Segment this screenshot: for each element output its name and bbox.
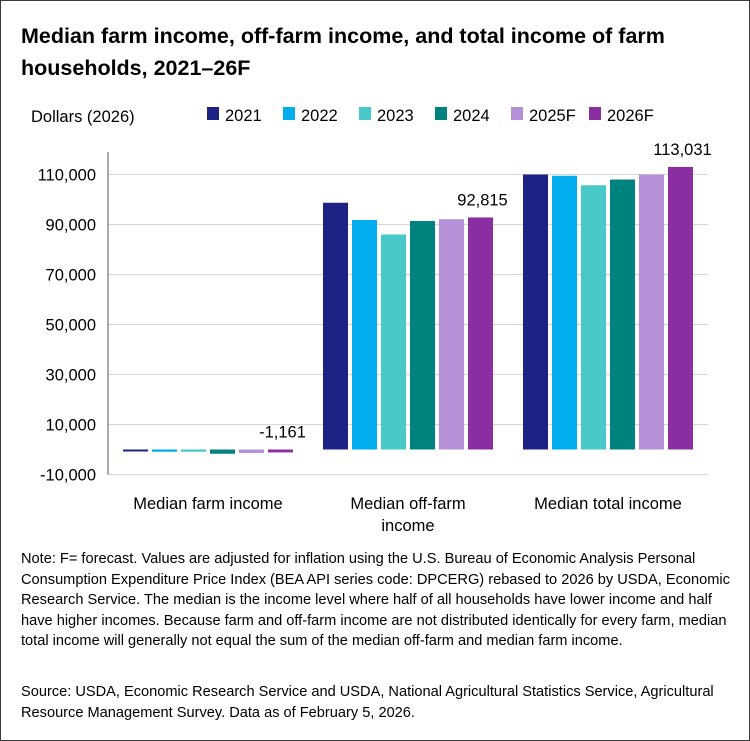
- data-label: -1,161: [259, 424, 306, 442]
- bar: [610, 179, 635, 450]
- bar: [639, 174, 664, 450]
- legend-swatch: [283, 107, 295, 120]
- bar: [439, 219, 464, 450]
- y-tick-label: 50,000: [46, 317, 96, 335]
- bar: [323, 202, 348, 450]
- bar: [523, 174, 548, 450]
- bar: [352, 220, 377, 450]
- legend-label: 2026F: [607, 107, 654, 125]
- legend-swatch: [359, 107, 371, 120]
- legend-label: 2021: [225, 107, 262, 125]
- bar: [123, 449, 148, 452]
- bar: [552, 175, 577, 450]
- y-tick-label: 30,000: [46, 367, 96, 385]
- x-tick-label: Median farm income: [133, 495, 282, 513]
- y-tick-label: 70,000: [46, 267, 96, 285]
- bar: [210, 449, 235, 454]
- data-label: 113,031: [653, 141, 711, 159]
- y-axis-label: Dollars (2026): [31, 108, 135, 126]
- x-tick-label: Median total income: [534, 495, 682, 513]
- bar: [181, 449, 206, 452]
- y-tick-label: 10,000: [46, 417, 96, 435]
- y-tick-label: 90,000: [46, 217, 96, 235]
- legend-label: 2024: [453, 107, 490, 125]
- bar-chart: -10,000 10,000 30,000 50,000 70,000 90,000 110…: [31, 107, 712, 535]
- chart-note: Note: F= forecast. Values are adjusted f…: [21, 551, 730, 650]
- chart-title: Median farm income, off-farm income, and…: [21, 24, 665, 80]
- legend-swatch: [435, 107, 447, 120]
- bar: [268, 449, 293, 453]
- bar: [239, 449, 264, 453]
- bar: [468, 217, 493, 450]
- x-tick-label: Median off-farm income: [350, 495, 465, 535]
- bar: [152, 449, 177, 452]
- legend-label: 2023: [377, 107, 414, 125]
- y-tick-label: 110,000: [38, 167, 96, 185]
- legend-swatch: [207, 107, 219, 120]
- legend-label: 2022: [301, 107, 338, 125]
- bar: [410, 221, 435, 450]
- legend-label: 2025F: [529, 107, 576, 125]
- legend-swatch: [589, 107, 601, 120]
- bar: [581, 185, 606, 450]
- chart-source: Source: USDA, Economic Research Service …: [21, 684, 714, 721]
- bar: [668, 166, 693, 450]
- y-tick-label: -10,000: [40, 467, 96, 485]
- legend-swatch: [511, 107, 523, 120]
- data-label: 92,815: [457, 191, 507, 209]
- bar: [381, 234, 406, 450]
